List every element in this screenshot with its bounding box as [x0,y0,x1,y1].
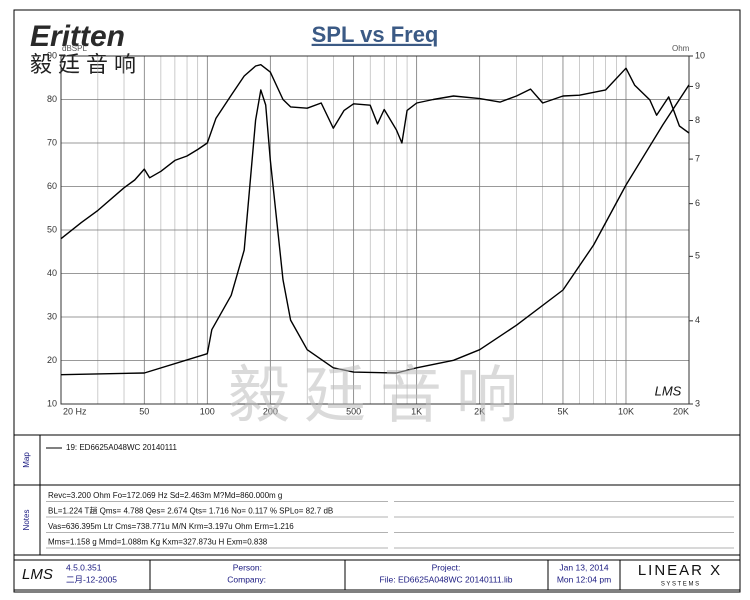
plot-frame [60,55,690,405]
company: Company: [227,574,266,584]
y2-tick-label: 8 [695,115,700,125]
y2-tick-label: 5 [695,251,700,261]
y-tick-label: 10 [47,398,57,408]
x-tick-label: 20K [673,406,689,416]
y-tick-label: 60 [47,181,57,191]
y-tick-label: 50 [47,224,57,234]
x-tick-label: 10K [618,406,634,416]
plot: 20 Hz 50 100 200 500 1K 2K 5K 10K 20K 10 20 30 40 50 60… [47,50,705,416]
project: Project: [432,562,461,572]
outer-frame [13,9,741,593]
chart-title: SPL vs Freq [312,22,439,47]
y-tick-label: 30 [47,311,57,321]
run-date: Jan 13, 2014 [559,562,608,572]
note-line: Mms=1.158 g Mmd=1.088m Kg Kxm=327.873u H… [48,538,268,547]
x-tick-label: 20 Hz [63,406,87,416]
map-label: Map [22,452,31,468]
y2-tick-label: 10 [695,50,705,60]
series-line [60,64,690,240]
x-tick-label: 100 [200,406,215,416]
y2-axis-label: Ohm [672,44,690,53]
y-tick-label: 40 [47,268,57,278]
note-line: Vas=636.395m Ltr Cms=738.771u M/N Krm=3.… [48,522,294,531]
legend-entry: 19: ED6625A048WC 20140111 [66,443,177,452]
footer [13,559,741,591]
x-tick-label: 50 [139,406,149,416]
x-tick-label: 500 [346,406,361,416]
brand: LINEAR X [638,562,722,579]
note-line: BL=1.224 T趟 Qms= 4.788 Qes= 2.674 Qts= 1… [48,506,333,516]
y2-tick-label: 3 [695,398,700,408]
x-tick-label: 200 [263,406,278,416]
notes: Revc=3.200 Ohm Fo=172.069 Hz Sd=2.463m M… [46,491,734,549]
x-tick-label: 5K [557,406,568,416]
logo: Eritten [30,20,125,53]
notes-panel [13,484,741,556]
run-time: Mon 12:04 pm [557,574,611,584]
y2-tick-label: 7 [695,153,700,163]
y-tick-label: 70 [47,137,57,147]
y-tick-label: 80 [47,94,57,104]
y-tick-label: 20 [47,355,57,365]
note-line: Revc=3.200 Ohm Fo=172.069 Hz Sd=2.463m M… [48,491,282,500]
y2-tick-label: 4 [695,315,700,325]
y2-tick-label: 9 [695,81,700,91]
series-line [60,84,690,376]
person: Person: [233,562,262,572]
y-tick-label: 90 [47,50,57,60]
notes-label: Notes [22,510,31,531]
version: 4.5.0.351 [66,562,102,572]
y2-tick-label: 6 [695,198,700,208]
y-axis-label: dBSPL [62,44,87,53]
brand-sub: S Y S T E M S [661,582,699,588]
watermark: 毅廷音响 [228,361,532,430]
plot-mark: LMS [655,383,682,398]
build-date: 二月-12-2005 [66,574,117,584]
x-tick-label: 2K [474,406,485,416]
x-tick-label: 1K [411,406,422,416]
file: File: ED6625A048WC 20140111.lib [380,574,513,584]
footer-logo: LMS [22,566,53,583]
